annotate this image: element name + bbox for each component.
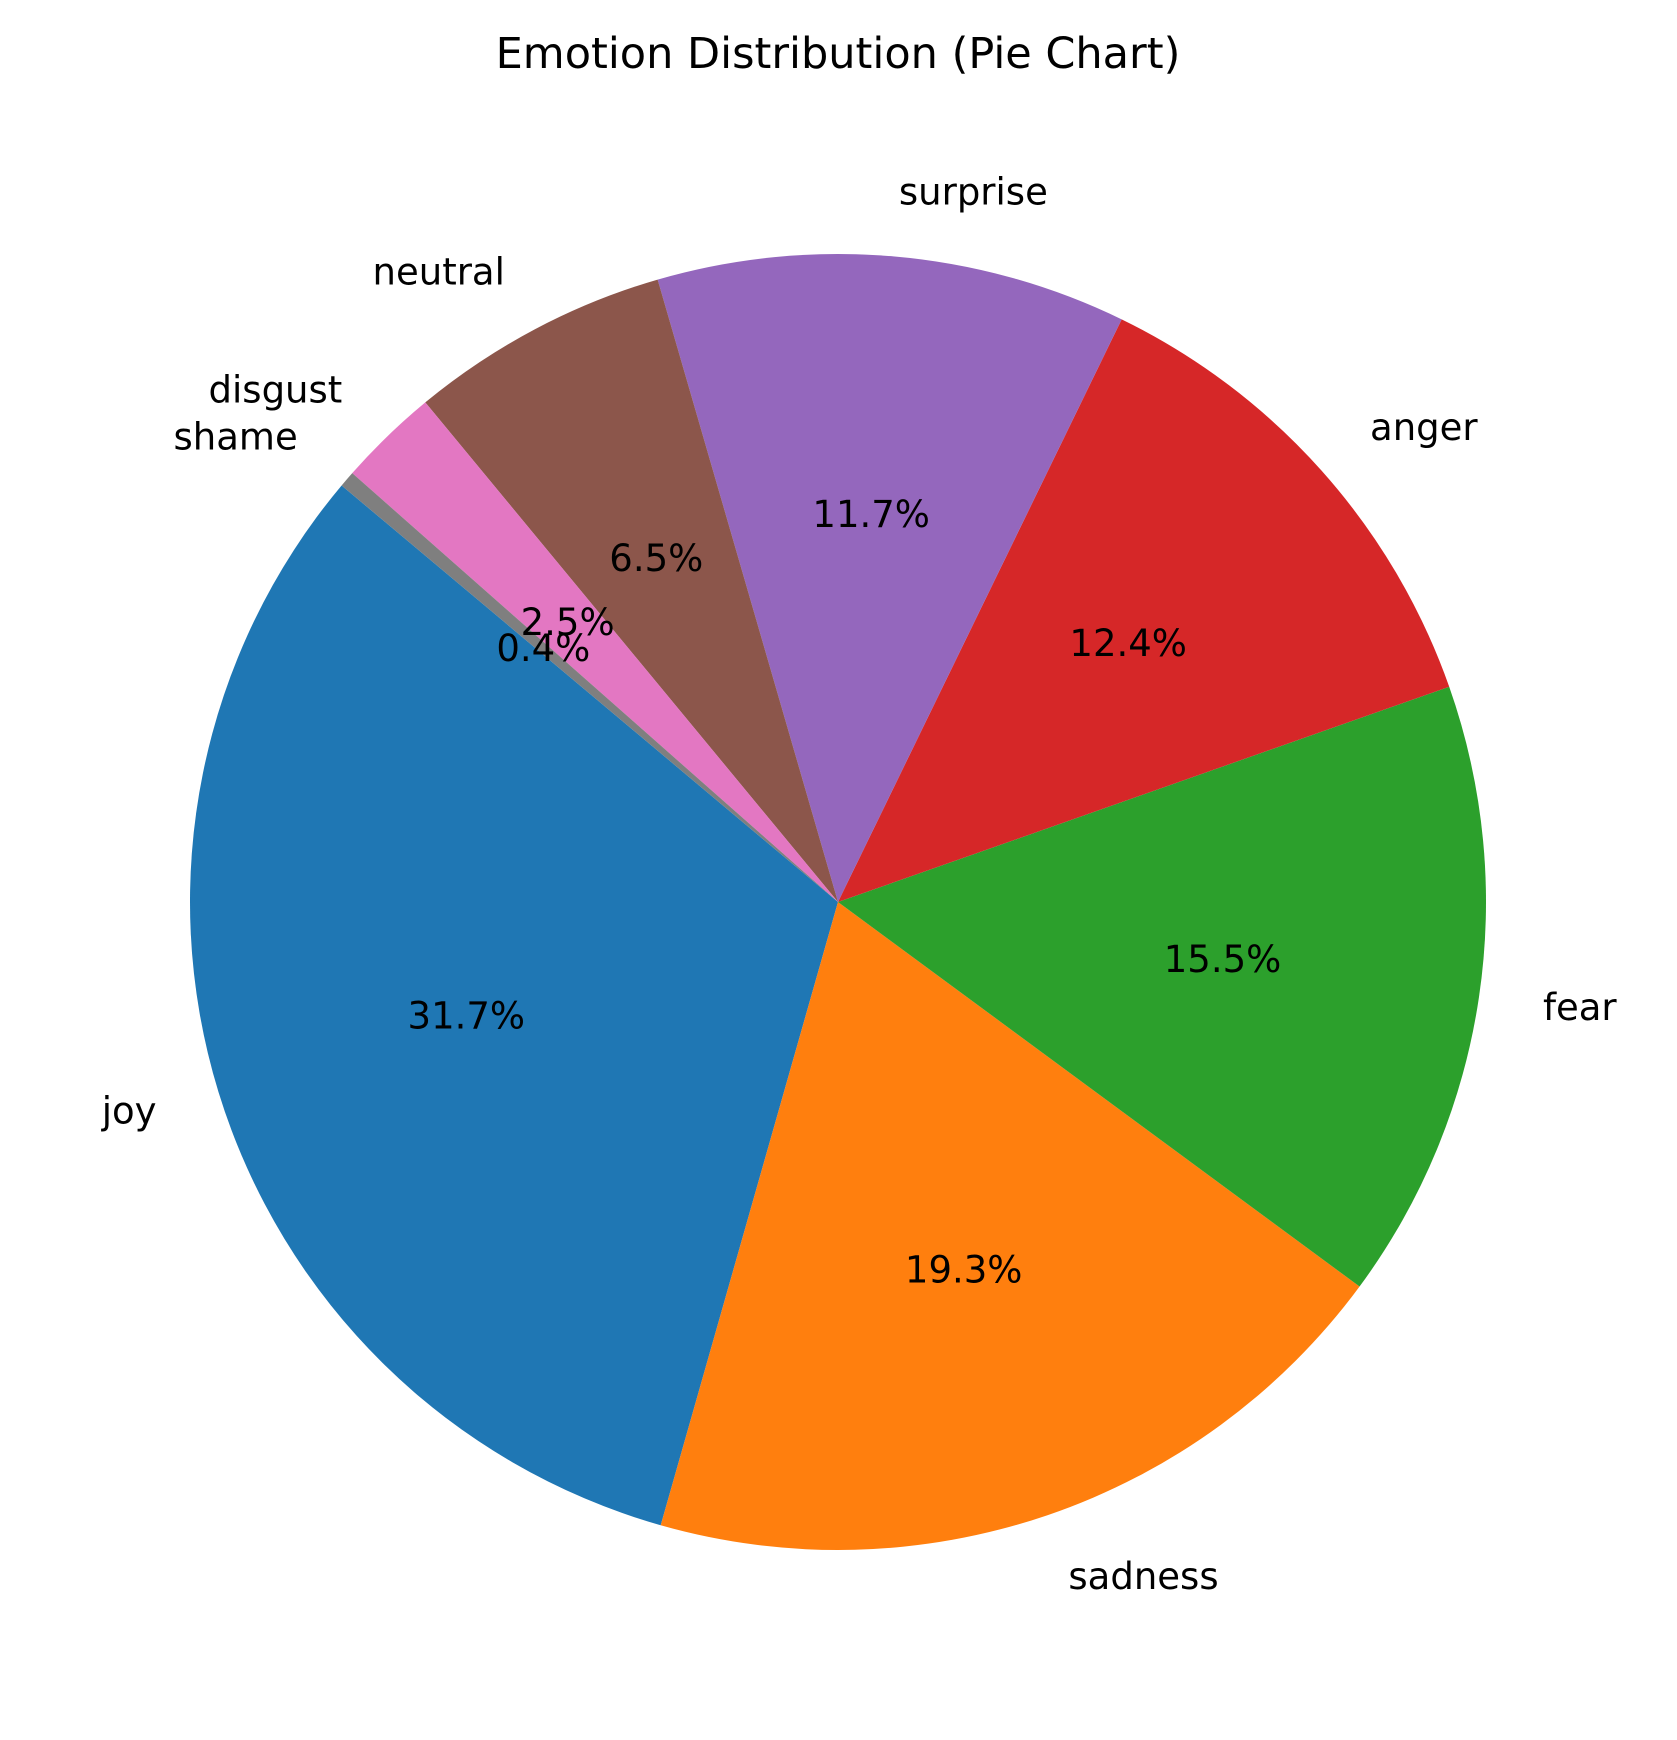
percent-label-fear: 15.5% [1164,938,1282,981]
percent-label-joy: 31.7% [408,995,526,1038]
pie-slice-sadness [660,902,1360,1550]
slice-label-fear: fear [1543,986,1617,1029]
slice-labels: joy sadness fear anger surprise neutral disgus… [101,170,1618,1598]
percent-label-neutral: 6.5% [609,537,703,580]
slice-label-anger: anger [1370,406,1478,449]
percent-label-anger: 12.4% [1069,622,1187,665]
slice-label-sadness: sadness [1068,1555,1218,1598]
pie-slice-fear [838,686,1487,1287]
pie-slices [190,254,1487,1550]
chart-title: Emotion Distribution (Pie Chart) [496,29,1181,79]
slice-label-disgust: disgust [209,368,343,411]
percent-label-disgust: 2.5% [521,601,615,644]
pie-slice-shame [341,473,838,902]
pie-slice-neutral [425,279,838,902]
slice-label-joy: joy [101,1090,157,1133]
slice-label-shame: shame [174,415,298,458]
pie-slice-joy [190,485,838,1526]
percent-label-surprise: 11.7% [812,493,930,536]
slice-label-neutral: neutral [373,250,505,293]
percent-label-shame: 0.4% [496,627,590,670]
percent-labels: 31.7% 19.3% 15.5% 12.4% 11.7% 6.5% 2.5%0.4% [408,493,1282,1291]
percent-label-sadness: 19.3% [905,1248,1023,1291]
pie-slice-surprise [657,254,1122,902]
slice-label-surprise: surprise [899,170,1048,213]
pie-slice-anger [838,319,1450,902]
pie-slice-disgust [352,402,838,902]
